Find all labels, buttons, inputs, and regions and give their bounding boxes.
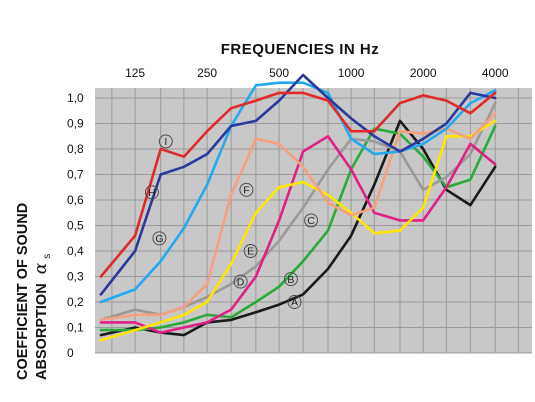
svg-text:ABSORPTION α s: ABSORPTION α s xyxy=(31,254,53,380)
series-label-circle xyxy=(283,272,298,287)
x-tick-label: 1000 xyxy=(338,66,365,80)
series-label-d: D xyxy=(237,276,245,288)
series-line-b xyxy=(99,124,497,332)
series-lines xyxy=(99,73,497,342)
series-labels: AB C D E F G H I xyxy=(144,134,319,309)
y-axis-title-line1: COEFFICIENT OF SOUND xyxy=(15,203,31,380)
y-tick-label: 0,5 xyxy=(67,219,84,233)
y-tick-label: 0,4 xyxy=(67,244,84,258)
series-line-f xyxy=(99,112,497,322)
y-tick-labels: 0 0,1 0,2 0,3 0,4 0,5 0,6 0,7 0,8 0,9 1,0 xyxy=(67,91,84,360)
series-label-circle xyxy=(243,244,258,258)
y-tick-label: 0,2 xyxy=(67,295,84,309)
y-tick-label: 0,3 xyxy=(67,270,84,284)
series-label-c: C xyxy=(307,215,315,227)
series-label-g: G xyxy=(155,233,163,245)
y-tick-label: 1,0 xyxy=(67,91,84,105)
series-label-circle xyxy=(287,295,302,309)
series-label-f: F xyxy=(243,185,249,197)
x-tick-label: 250 xyxy=(197,66,217,80)
y-axis-title-line2: ABSORPTION xyxy=(34,283,50,380)
series-label-i: I xyxy=(164,136,167,148)
series-line-a xyxy=(99,119,497,337)
x-tick-label: 500 xyxy=(269,66,289,80)
series-label-a: A xyxy=(291,297,298,309)
y-tick-label: 0,8 xyxy=(67,142,84,156)
y-axis-subscript: s xyxy=(42,254,53,259)
series-line-i xyxy=(99,91,497,278)
series-label-circle xyxy=(152,231,167,246)
series-label-circle xyxy=(239,182,254,197)
x-tick-label: 4000 xyxy=(482,66,509,80)
chart-title: FREQUENCIES IN Hz xyxy=(221,41,380,58)
series-label-b: B xyxy=(287,274,294,286)
x-tick-label: 125 xyxy=(125,66,145,80)
series-label-circle xyxy=(158,134,173,149)
series-label-h: H xyxy=(148,187,156,199)
y-tick-label: 0,7 xyxy=(67,168,84,182)
series-label-circle xyxy=(304,213,319,228)
series-label-circle xyxy=(144,185,159,200)
y-axis-title: COEFFICIENT OF SOUND xyxy=(15,203,31,380)
x-tick-labels: 125 250 500 1000 2000 4000 xyxy=(125,66,509,80)
series-label-e: E xyxy=(247,246,254,258)
y-tick-label: 0 xyxy=(67,346,74,360)
series-line-e xyxy=(99,119,497,342)
y-axis-symbol: α xyxy=(31,262,51,274)
y-axis-title-2: ABSORPTION α s xyxy=(31,254,53,380)
y-tick-label: 0,6 xyxy=(67,193,84,207)
y-tick-label: 0,9 xyxy=(67,117,84,131)
plot-area xyxy=(95,88,532,353)
series-label-circle xyxy=(233,274,248,289)
y-tick-label: 0,1 xyxy=(67,321,84,335)
x-tick-label: 2000 xyxy=(410,66,437,80)
series-line-h xyxy=(99,73,497,296)
series-line-d xyxy=(99,135,497,334)
series-line-g xyxy=(99,81,497,304)
